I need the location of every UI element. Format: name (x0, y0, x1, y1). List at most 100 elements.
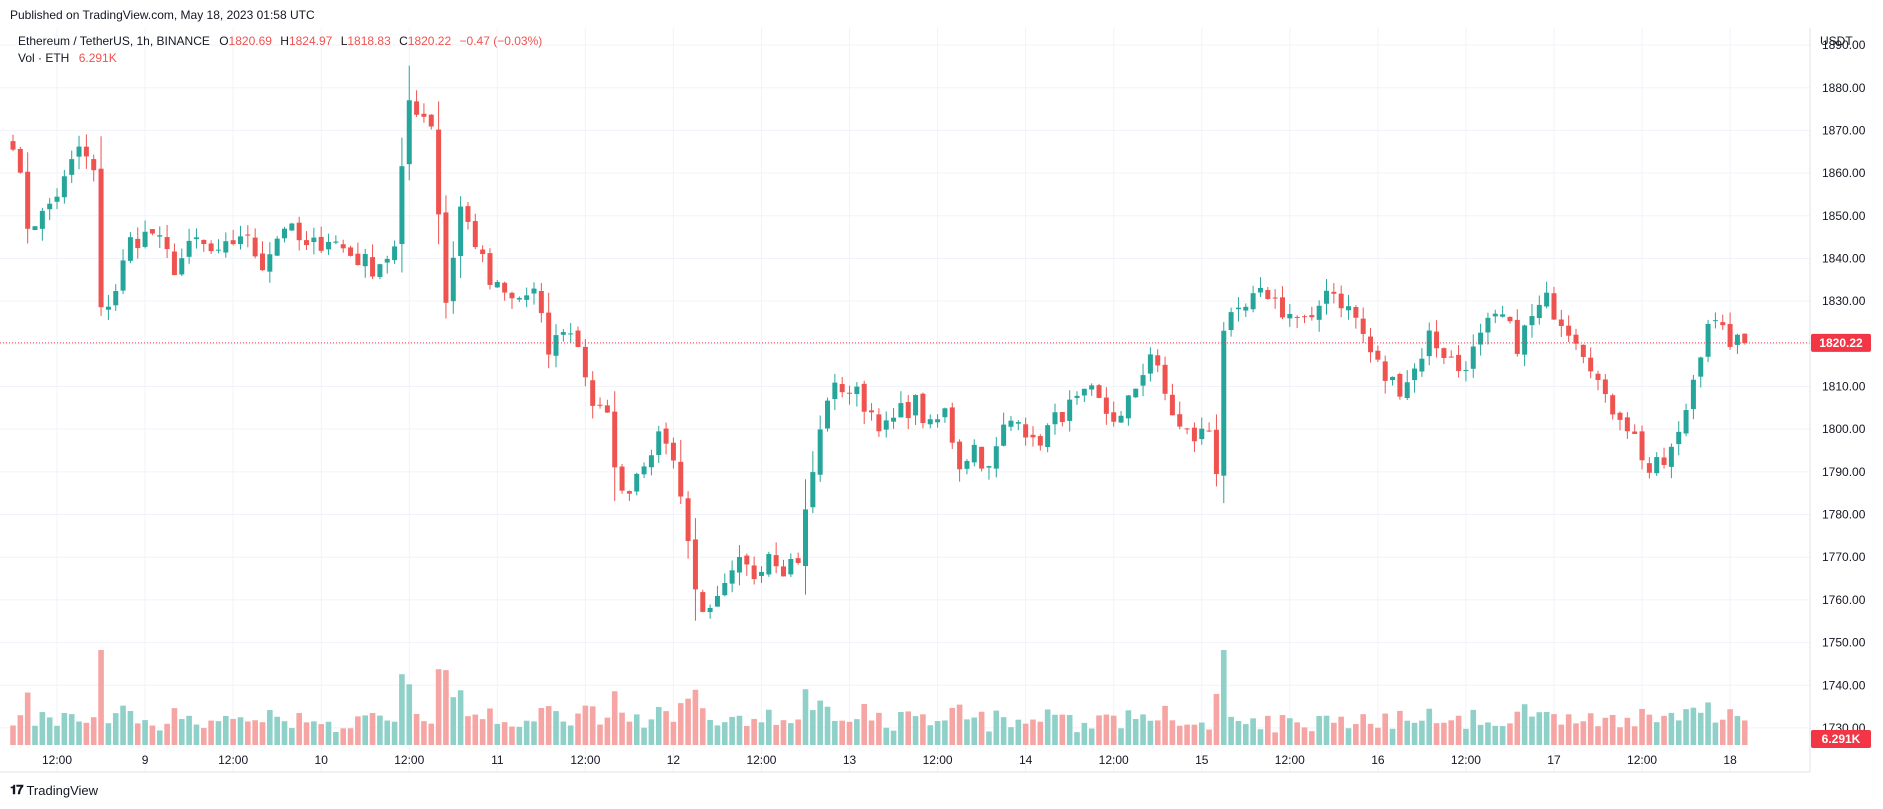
volume-bar (1000, 717, 1007, 745)
volume-bar (1235, 721, 1242, 745)
volume-bar (1132, 719, 1139, 745)
candle-body (54, 196, 60, 202)
volume-bar (1631, 726, 1638, 745)
volume-bar (134, 723, 141, 745)
volume-bar (692, 689, 699, 745)
candle-body (971, 444, 977, 463)
footer-brand[interactable]: 𝟏𝟕 TradingView (10, 782, 98, 798)
candle-body (1624, 417, 1630, 432)
volume-bar (1184, 724, 1190, 745)
volume-bar (993, 710, 1000, 745)
candle-body (634, 473, 640, 492)
candle-body (384, 258, 390, 263)
volume-bar (479, 719, 486, 745)
volume-bar (905, 711, 912, 745)
volume-bar (1485, 722, 1491, 745)
candle-body (663, 428, 669, 444)
legend: Ethereum / TetherUS, 1h, BINANCE O1820.6… (18, 34, 542, 65)
volume-bar (325, 721, 332, 745)
candle-body (69, 159, 75, 175)
candle-body (1199, 428, 1205, 440)
candle-body (1426, 330, 1432, 357)
candle-body (832, 382, 838, 400)
volume-bar (1140, 714, 1146, 745)
candle-body (678, 461, 684, 497)
candle-body (480, 249, 486, 255)
candle-body (1052, 412, 1058, 425)
candle-body (149, 229, 155, 234)
time-tick-label: 11 (491, 753, 504, 767)
time-tick-label: 13 (843, 753, 857, 767)
price-axis[interactable]: 1730.001740.001750.001760.001770.001780.… (1822, 38, 1866, 735)
volume-bar (237, 717, 244, 745)
volume-bar (1272, 732, 1278, 745)
volume-bar (296, 713, 302, 745)
volume-bar (1419, 720, 1425, 745)
time-axis[interactable]: 12:00 9 12:00 10 12:00 11 12:00 12 12:00 13 12:00 1… (42, 753, 1737, 767)
volume-bar (54, 725, 60, 745)
candle-body (1654, 457, 1660, 474)
candle-body (1441, 348, 1447, 358)
candle-body (1448, 356, 1454, 358)
tradingview-logo-icon: 𝟏𝟕 (10, 782, 24, 797)
volume-bar (24, 692, 31, 745)
candle-body (766, 554, 772, 575)
volume-bar (355, 716, 361, 745)
volume-bar (1609, 715, 1616, 745)
candle-body (692, 539, 698, 590)
volume-bar (68, 714, 75, 745)
candle-body (795, 558, 801, 563)
volume-bar (1162, 705, 1168, 745)
legend-low-label: L (341, 34, 348, 48)
candle-body (1140, 375, 1146, 386)
candle-body (949, 407, 955, 443)
candle-body (333, 241, 339, 243)
candle-body (1257, 287, 1263, 293)
volume-bar (1353, 724, 1359, 745)
candle-body (817, 429, 823, 475)
volume-bar (193, 724, 200, 745)
volume-bar (17, 715, 24, 745)
volume-bar (1448, 720, 1455, 745)
volume-bar (648, 719, 655, 745)
candle-body (1287, 314, 1293, 319)
volume-bar (274, 716, 280, 745)
candle-body (1089, 385, 1095, 390)
volume-bar (1433, 723, 1440, 745)
legend-open-value: 1820.69 (229, 34, 273, 48)
svg-text:6.291K: 6.291K (1822, 732, 1861, 746)
volume-bar (663, 711, 669, 745)
candle-body (1742, 333, 1748, 343)
volume-bar (545, 706, 552, 745)
candle-body (10, 141, 16, 150)
volume-bar (1683, 709, 1689, 745)
legend-symbol: Ethereum / TetherUS, 1h, BINANCE (18, 34, 210, 48)
volume-bar (604, 717, 611, 745)
volume-bar (421, 721, 427, 745)
candle-body (905, 402, 911, 419)
candle-body (237, 236, 243, 245)
volume-bar (223, 716, 229, 745)
volume-bar (633, 714, 640, 745)
volume-bar (1382, 713, 1389, 745)
candle-body (1668, 446, 1674, 467)
candle-body (1008, 420, 1014, 427)
volume-bar (567, 725, 574, 745)
candle-body (1434, 331, 1440, 349)
volume-bar (1301, 727, 1308, 745)
candle-body (1103, 397, 1109, 414)
volume-bar (1125, 710, 1132, 745)
time-tick-label: 12:00 (1275, 753, 1305, 767)
candle-body (1397, 373, 1403, 397)
candle-body (1360, 318, 1366, 334)
volume-bar (1514, 711, 1521, 745)
candle-body (157, 235, 163, 237)
price-tick-label: 1850.00 (1822, 209, 1866, 223)
legend-open-label: O (219, 34, 228, 48)
volume-bar (406, 684, 413, 745)
volume-bar (1037, 721, 1044, 745)
volume-bar (861, 703, 868, 745)
volume-bar (1463, 728, 1469, 745)
volume-bar (1565, 714, 1572, 745)
